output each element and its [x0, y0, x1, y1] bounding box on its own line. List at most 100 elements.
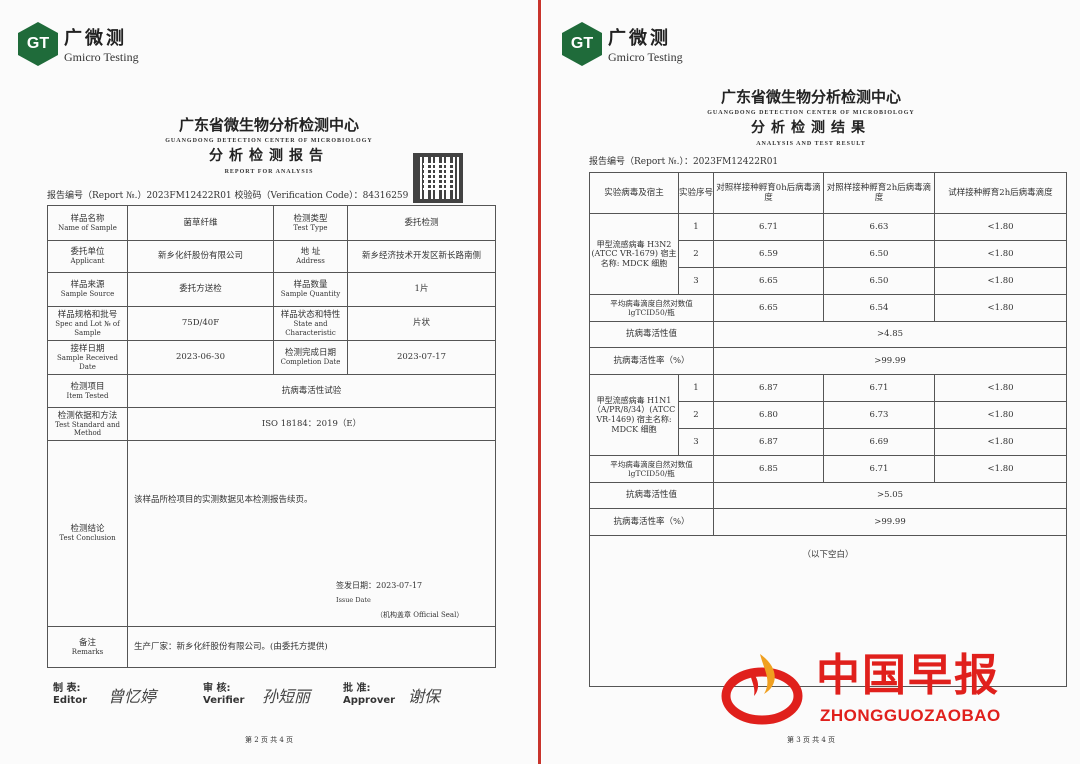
center-name: 广东省微生物分析检测中心 — [178, 116, 359, 134]
field-value-text: 片状 — [412, 318, 430, 329]
table-row: 检测项目 Item Tested 抗病毒活性试验 — [47, 374, 496, 408]
rate-label: 抗病毒活性率（%） — [589, 347, 714, 375]
virus-host-text: 甲型流感病毒 H1N1（A/PR/8/34）(ATCC VR-1469) 宿主名… — [592, 395, 676, 434]
field-label-text: 检测完成日期 — [284, 348, 336, 359]
result-cell: 3 — [678, 267, 714, 295]
result-cell-text: 6.80 — [759, 409, 778, 420]
remarks-label-text: 备注 — [78, 637, 96, 648]
result-cell-text: 3 — [693, 436, 699, 447]
conclusion-label-text: 检测结论 — [70, 524, 105, 535]
result-cell: 2 — [678, 240, 714, 268]
table-row: 抗病毒活性值 >4.85 — [589, 321, 1067, 348]
signature-role: 制 表: — [53, 683, 81, 694]
field-label-en: Name of Sample — [58, 223, 117, 232]
field-value: 菌草纤维 — [127, 205, 274, 241]
handwritten-signature: 谢保 — [408, 687, 441, 706]
rate-value: >99.99 — [713, 508, 1067, 536]
result-cell: 6.87 — [713, 428, 824, 456]
item-label: 检测项目 Item Tested — [47, 374, 128, 408]
signature-role-en: Editor — [53, 695, 87, 706]
result-cell: 1 — [678, 374, 714, 402]
sample-info-table: 样品名称 Name of Sample 菌草纤维 检测类型 Test Type 委托检测委… — [47, 205, 496, 668]
page-footer: 第 3 页 共 4 页 — [786, 736, 836, 744]
field-value: 1片 — [347, 272, 496, 307]
rate-value-text: >99.99 — [874, 516, 906, 527]
result-cell-text: 3 — [693, 275, 699, 286]
result-cell: 6.73 — [823, 401, 935, 429]
signature-role-en: Approver — [343, 695, 396, 706]
result-cell-text: 6.71 — [869, 382, 889, 393]
activity-value: >4.85 — [713, 321, 1067, 348]
field-value-text: 新乡经济技术开发区新长路南侧 — [361, 251, 481, 262]
report-title: 分析检测报告 — [209, 148, 329, 164]
field-label: 样品规格和批号 Spec and Lot № of Sample — [47, 306, 128, 341]
table-row: 3 6.87 6.69 <1.80 — [590, 428, 1067, 456]
column-header: 对照样接种孵育2h后病毒滴度 — [823, 172, 935, 214]
remarks-label-en: Remarks — [71, 647, 104, 656]
gmicro-logo: GT 广微测 Gmicro Testing — [18, 22, 139, 66]
method-value: ISO 18184：2019（E） — [127, 407, 496, 441]
virus-host: 甲型流感病毒 H1N1（A/PR/8/34）(ATCC VR-1469) 宿主名… — [589, 374, 679, 456]
conclusion-issue: 签发日期：2023-07-17 — [336, 581, 423, 590]
handwritten-signature: 曾忆婷 — [108, 687, 157, 706]
average-label: 平均病毒滴度自然对数值 lgTCID50/瓶 — [589, 455, 714, 483]
blank-note: （以下空白） — [589, 535, 1067, 687]
field-label-en: Sample Quantity — [280, 290, 341, 299]
item-label-en: Item Tested — [66, 391, 109, 400]
activity-value-text: >4.85 — [876, 329, 904, 340]
field-label-text: 地 址 — [300, 247, 321, 258]
column-header-text: 实验序号 — [679, 187, 714, 198]
result-cell-text: 1 — [693, 221, 699, 232]
result-cell-text: <1.80 — [987, 221, 1014, 232]
field-value: 委托检测 — [347, 205, 496, 241]
activity-label: 抗病毒活性值 — [589, 482, 714, 509]
column-header-text: 实验病毒及宿主 — [604, 187, 664, 198]
result-cell-text: <1.80 — [987, 409, 1014, 420]
result-cell-text: 6.69 — [869, 436, 889, 447]
average-value-text: <1.80 — [987, 463, 1014, 474]
average-value-text: 6.85 — [759, 463, 778, 474]
activity-label: 抗病毒活性值 — [589, 321, 714, 348]
field-value-text: 菌草纤维 — [183, 217, 218, 228]
field-label-text: 样品规格和批号 — [57, 310, 118, 321]
activity-value-text: >5.05 — [876, 490, 904, 501]
table-row: 3 6.65 6.50 <1.80 — [590, 267, 1067, 295]
table-row: 2 6.80 6.73 <1.80 — [590, 401, 1067, 429]
average-value-text: 6.65 — [759, 302, 778, 313]
field-label: 地 址 Address — [273, 240, 348, 273]
method-label: 检测依据和方法 Test Standard and Method — [47, 407, 128, 441]
column-header: 实验序号 — [678, 172, 714, 214]
flame-logo-icon — [721, 654, 803, 725]
result-cell-text: 6.87 — [759, 382, 778, 393]
result-cell-text: 6.73 — [869, 409, 889, 420]
result-cell-text: 6.71 — [759, 221, 778, 232]
conclusion-label: 检测结论 Test Conclusion — [47, 440, 128, 627]
result-cell: 6.65 — [713, 267, 824, 295]
logo-en: Gmicro Testing — [64, 49, 139, 64]
signature-role-en: Verifier — [203, 695, 245, 706]
field-value: 2023-06-30 — [127, 340, 274, 375]
average-label-text: 平均病毒滴度自然对数值 lgTCID50/瓶 — [610, 299, 693, 317]
result-cell: 6.50 — [823, 240, 935, 268]
field-value: 新乡经济技术开发区新长路南侧 — [347, 240, 496, 273]
field-label: 接样日期 Sample Received Date — [47, 340, 128, 375]
table-row: （以下空白） — [589, 535, 1067, 687]
field-label: 样品来源 Sample Source — [47, 272, 128, 307]
result-title-en: ANALYSIS AND TEST RESULT — [756, 141, 866, 147]
remarks-value: 生产厂家：新乡化纤股份有限公司。(由委托方提供) — [127, 626, 496, 668]
handwritten-signature: 孙短丽 — [262, 687, 311, 706]
rate-value: >99.99 — [713, 347, 1067, 375]
method-label-text: 检测依据和方法 — [57, 410, 118, 421]
field-label-text: 样品状态和特性 — [280, 310, 341, 321]
logo-en: Gmicro Testing — [608, 49, 683, 64]
virus-host-text: 甲型流感病毒 H3N2 (ATCC VR-1679) 宿主名称: MDCK 细胞 — [591, 239, 677, 268]
result-cell: 6.71 — [823, 374, 935, 402]
table-row: 样品名称 Name of Sample 菌草纤维 检测类型 Test Type 委托检测 — [47, 205, 496, 241]
result-cell: 6.59 — [713, 240, 824, 268]
rate-value-text: >99.99 — [874, 355, 906, 366]
item-value: 抗病毒活性试验 — [127, 374, 496, 408]
table-row: 抗病毒活性值 >5.05 — [589, 482, 1067, 509]
column-header: 试样接种孵育2h后病毒滴度 — [934, 172, 1067, 214]
average-value: 6.85 — [713, 455, 824, 483]
report-number: 报告编号（Report №.）2023FM12422R01 校验码（Verifi… — [47, 191, 409, 201]
